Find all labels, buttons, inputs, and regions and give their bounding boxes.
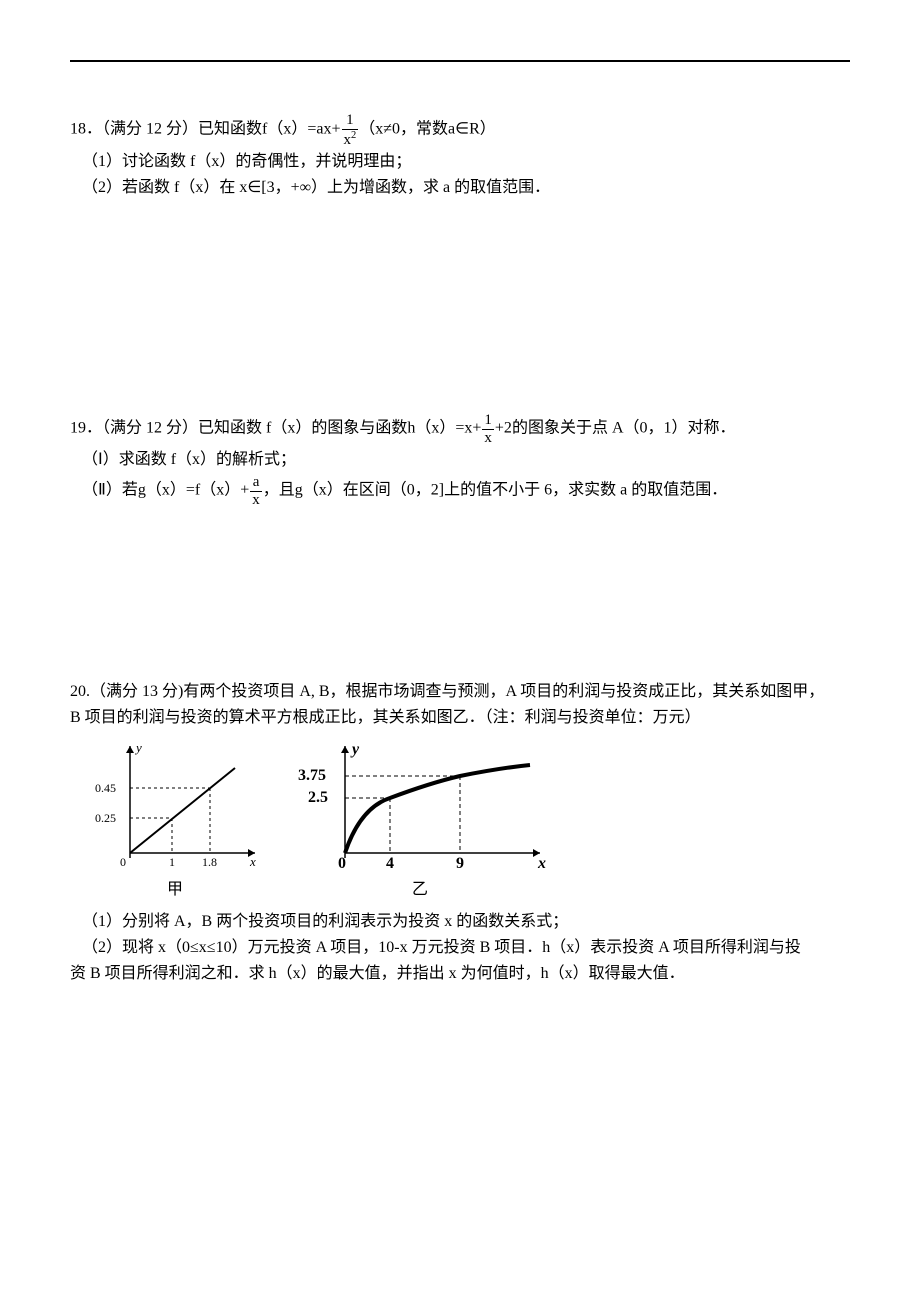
problem-18: 18．（满分 12 分）已知函数f（x）=ax+1x2（x≠0，常数a∈R） （… [70, 112, 850, 200]
q19-h: h（x）=x+ [407, 420, 481, 437]
q20-part2b: 资 B 项目所得利润之和．求 h（x）的最大值，并指出 x 为何值时，h（x）取… [70, 962, 850, 986]
problem-19: 19．（满分 12 分）已知函数 f（x）的图象与函数h（x）=x+1x+2的图… [70, 412, 850, 508]
q20-figures: 0.45 0.25 0 1 1.8 x y 甲 [90, 738, 850, 902]
q18-formula-right: （x≠0，常数a∈R） [359, 121, 496, 138]
fig1-x2: 1.8 [202, 855, 217, 869]
fig1-origin: 0 [120, 855, 126, 869]
q19-prefix: 19．（满分 12 分）已知函数 f（x）的图象与函数 [70, 420, 407, 437]
figure-jia-svg: 0.45 0.25 0 1 1.8 x y [90, 738, 260, 878]
q18-frac-num: 1 [342, 112, 359, 130]
fig1-caption: 甲 [90, 878, 260, 902]
q19-gtail: ，且g（x）在区间（0，2] [263, 482, 444, 499]
fig2-x2: 9 [456, 855, 464, 872]
fig2-axisx: x [537, 855, 546, 872]
page-top-rule [70, 60, 850, 62]
q19-p2-prefix: （Ⅱ）若 [82, 482, 138, 499]
q19-frac2-num: a [250, 474, 262, 492]
q18-prefix: 18．（满分 12 分）已知函数 [70, 121, 262, 138]
spacer [70, 528, 850, 678]
fig2-x1: 4 [386, 855, 394, 872]
q20-line2: B 项目的利润与投资的算术平方根成正比，其关系如图乙．（注：利润与投资单位：万元… [70, 706, 850, 730]
fig2-caption: 乙 [290, 878, 550, 902]
fig1-y1: 0.45 [95, 781, 116, 795]
q19-p2-suffix: 上的值不小于 6，求实数 a 的取值范围． [444, 482, 727, 499]
q19-geq: g（x）=f（x）+ [138, 482, 249, 499]
figure-yi-svg: 3.75 2.5 0 4 9 x y [290, 738, 550, 878]
figure-jia: 0.45 0.25 0 1 1.8 x y 甲 [90, 738, 260, 902]
q19-frac1: 1x [482, 412, 494, 446]
q19-frac1-den: x [482, 430, 494, 447]
q18-header: 18．（满分 12 分）已知函数f（x）=ax+1x2（x≠0，常数a∈R） [70, 112, 850, 148]
problem-20: 20.（满分 13 分)有两个投资项目 A, B，根据市场调查与预测，A 项目的… [70, 680, 850, 986]
q18-frac: 1x2 [342, 112, 359, 148]
q19-frac2-den: x [250, 492, 262, 509]
q19-header: 19．（满分 12 分）已知函数 f（x）的图象与函数h（x）=x+1x+2的图… [70, 412, 850, 446]
fig2-axisy: y [350, 741, 360, 758]
fig1-x1: 1 [169, 855, 175, 869]
fig1-y2: 0.25 [95, 811, 116, 825]
q20-part2a: （2）现将 x（0≤x≤10）万元投资 A 项目，10‐x 万元投资 B 项目．… [70, 936, 850, 960]
q19-suffix: 的图象关于点 A（0，1）对称． [512, 420, 736, 437]
q18-frac-den: x2 [342, 130, 359, 149]
q19-part2: （Ⅱ）若g（x）=f（x）+ax，且g（x）在区间（0，2]上的值不小于 6，求… [70, 474, 850, 508]
fig2-y2: 2.5 [308, 789, 328, 806]
q18-part2: （2）若函数 f（x）在 x∈[3，+∞）上为增函数，求 a 的取值范围． [70, 176, 850, 200]
q19-frac1-num: 1 [482, 412, 494, 430]
fig2-origin: 0 [338, 855, 346, 872]
q18-formula-left: f（x）=ax+ [262, 121, 340, 138]
q18-part1: （1）讨论函数 f（x）的奇偶性，并说明理由； [70, 150, 850, 174]
fig2-y1: 3.75 [298, 767, 326, 784]
q20-part1: （1）分别将 A，B 两个投资项目的利润表示为投资 x 的函数关系式； [70, 910, 850, 934]
q20-line1: 20.（满分 13 分)有两个投资项目 A, B，根据市场调查与预测，A 项目的… [70, 680, 850, 704]
fig1-axisy: y [134, 740, 142, 755]
q19-frac2: ax [250, 474, 262, 508]
spacer [70, 220, 850, 410]
figure-yi: 3.75 2.5 0 4 9 x y 乙 [290, 738, 550, 902]
q19-tail: +2 [495, 420, 512, 437]
fig1-axisx: x [249, 854, 256, 869]
q19-part1: （Ⅰ）求函数 f（x）的解析式； [70, 448, 850, 472]
